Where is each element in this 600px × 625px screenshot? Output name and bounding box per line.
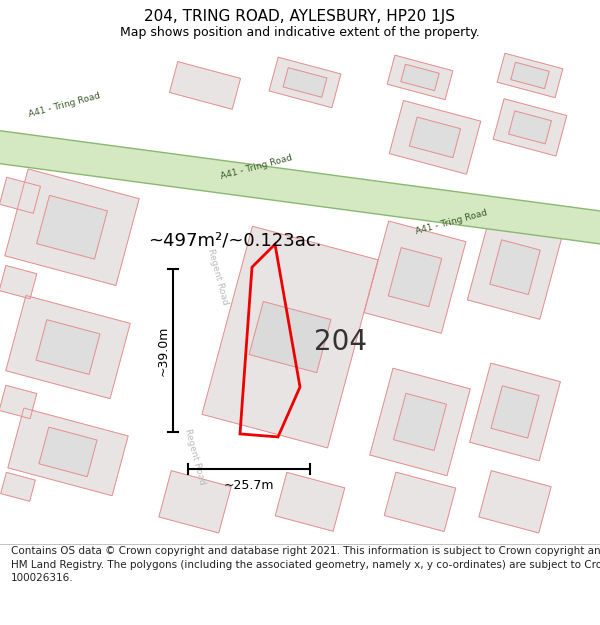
Polygon shape [275, 472, 345, 531]
Text: 204: 204 [314, 328, 367, 356]
Polygon shape [479, 471, 551, 533]
Polygon shape [8, 408, 128, 496]
Polygon shape [497, 53, 563, 98]
Polygon shape [0, 177, 41, 213]
Polygon shape [509, 111, 551, 144]
Text: Regent Road: Regent Road [183, 428, 207, 486]
Polygon shape [511, 62, 549, 89]
Polygon shape [37, 196, 107, 259]
Polygon shape [159, 471, 231, 533]
Polygon shape [169, 62, 241, 109]
Polygon shape [0, 385, 37, 419]
Polygon shape [0, 266, 37, 299]
Polygon shape [409, 117, 461, 158]
Polygon shape [1, 472, 35, 501]
Polygon shape [5, 169, 139, 286]
Polygon shape [36, 319, 100, 374]
Polygon shape [389, 101, 481, 174]
Polygon shape [39, 427, 97, 477]
Text: ~39.0m: ~39.0m [157, 326, 170, 376]
Polygon shape [6, 296, 130, 399]
Polygon shape [467, 215, 563, 319]
Polygon shape [387, 55, 453, 99]
Polygon shape [388, 248, 442, 307]
Polygon shape [249, 301, 331, 372]
Polygon shape [283, 68, 327, 98]
Polygon shape [401, 64, 439, 91]
Polygon shape [269, 57, 341, 108]
Polygon shape [0, 129, 600, 245]
Polygon shape [202, 226, 378, 448]
Text: A41 - Tring Road: A41 - Tring Road [220, 153, 293, 181]
Polygon shape [394, 393, 446, 451]
Text: Map shows position and indicative extent of the property.: Map shows position and indicative extent… [120, 26, 480, 39]
Text: Contains OS data © Crown copyright and database right 2021. This information is : Contains OS data © Crown copyright and d… [11, 546, 600, 583]
Text: A41 - Tring Road: A41 - Tring Road [28, 92, 101, 119]
Text: 204, TRING ROAD, AYLESBURY, HP20 1JS: 204, TRING ROAD, AYLESBURY, HP20 1JS [145, 9, 455, 24]
Polygon shape [364, 221, 466, 333]
Polygon shape [370, 368, 470, 476]
Polygon shape [470, 363, 560, 461]
Polygon shape [490, 240, 540, 294]
Text: ~25.7m: ~25.7m [224, 479, 274, 492]
Polygon shape [384, 472, 456, 531]
Text: ~497m²/~0.123ac.: ~497m²/~0.123ac. [148, 231, 322, 249]
Text: A41 - Tring Road: A41 - Tring Road [415, 208, 488, 236]
Polygon shape [493, 99, 567, 156]
Polygon shape [491, 386, 539, 438]
Text: Regent Road: Regent Road [206, 248, 230, 306]
